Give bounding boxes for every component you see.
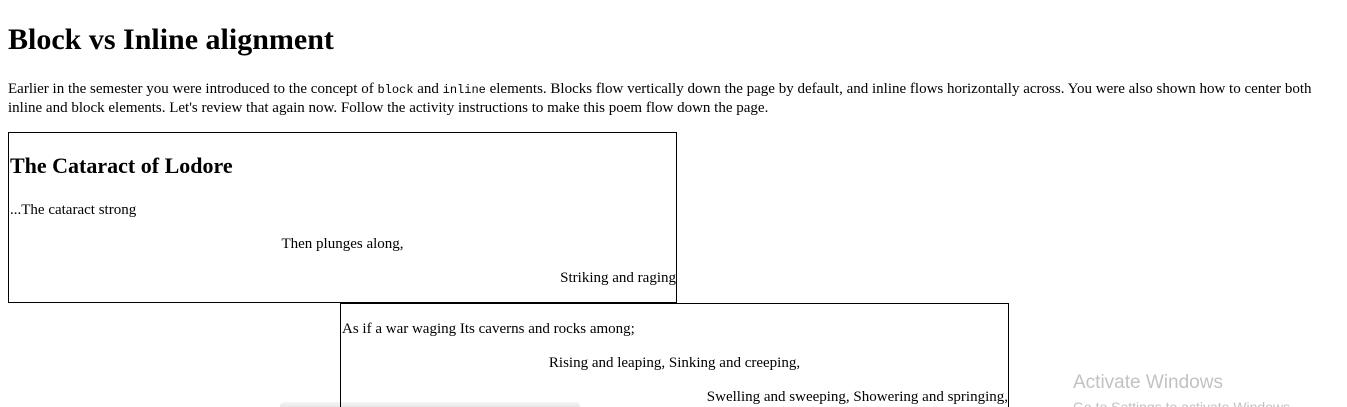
poem-line-left: As if a war waging Its caverns and rocks…	[342, 321, 635, 337]
poem-line-center: Rising and leaping, Sinking and creeping…	[548, 355, 801, 371]
activate-windows-watermark: Activate Windows Go to Settings to activ…	[1073, 372, 1294, 407]
poem-line-center: Then plunges along,	[281, 236, 404, 252]
code-block-term: block	[377, 83, 414, 97]
poem-heading: The Cataract of Lodore	[10, 153, 233, 178]
intro-text-1: Earlier in the semester you were introdu…	[8, 81, 378, 97]
code-inline-term: inline	[442, 83, 486, 97]
poem-box-1: The Cataract of Lodore ...The cataract s…	[8, 132, 677, 303]
poem-line-right: Striking and raging	[560, 270, 676, 286]
activate-windows-title: Activate Windows	[1073, 372, 1223, 393]
intro-text-3: elements. Blocks flow vertically down th…	[8, 81, 1312, 116]
page-title: Block vs Inline alignment	[8, 23, 334, 56]
poem-line-left: ...The cataract strong	[10, 202, 137, 218]
poem-box-2: As if a war waging Its caverns and rocks…	[340, 303, 1009, 407]
bottom-shadow-bar	[280, 402, 580, 407]
intro-paragraph: Earlier in the semester you were introdu…	[8, 80, 1333, 117]
poem-line-right: Swelling and sweeping, Showering and spr…	[706, 389, 1008, 405]
activate-windows-subtitle: Go to Settings to activate Windows.	[1073, 399, 1294, 407]
intro-text-2: and	[413, 81, 443, 97]
